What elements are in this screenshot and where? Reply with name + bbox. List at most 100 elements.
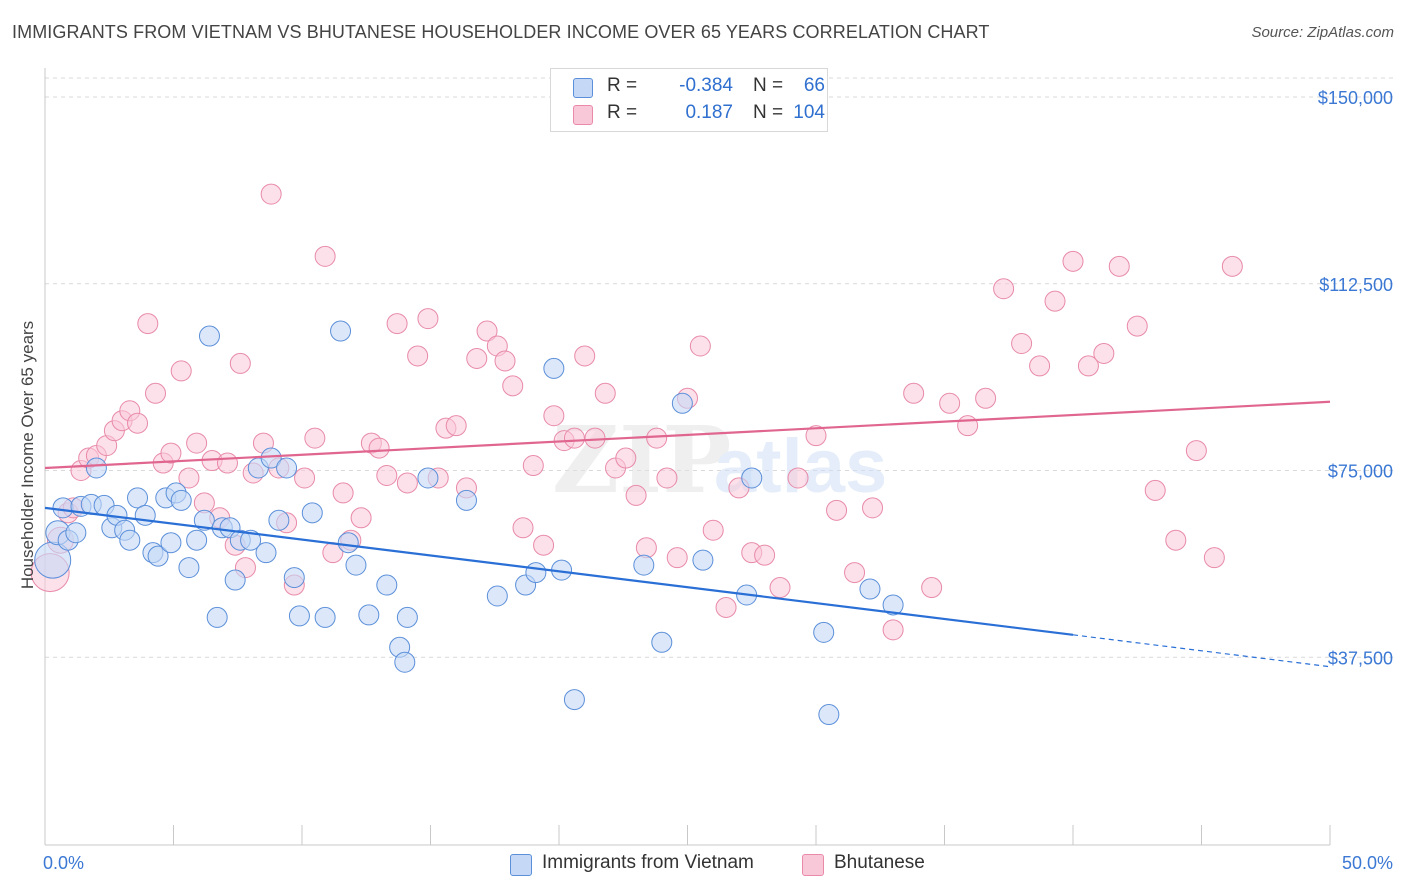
y-tick-label: $37,500	[1328, 648, 1393, 668]
bhutanese-point	[921, 577, 943, 599]
legend-n-value: 66	[803, 75, 825, 96]
bhutanese-point	[666, 547, 688, 569]
vietnam-point	[127, 487, 149, 509]
chart-source: Source: ZipAtlas.com	[1251, 24, 1394, 41]
bhutanese-point	[1203, 547, 1225, 569]
bhutanese-point	[512, 517, 534, 539]
bhutanese-point	[466, 347, 488, 369]
vietnam-point	[543, 357, 565, 379]
vietnam-point	[240, 529, 262, 551]
bhutanese-point	[939, 392, 961, 414]
bhutanese-point	[376, 464, 398, 486]
watermark: ZIP atlas	[552, 406, 887, 514]
bhutanese-point	[826, 499, 848, 521]
legend-r-label: R =	[607, 75, 638, 96]
vietnam-point	[818, 704, 840, 726]
x-tick-label: 0.0%	[43, 853, 84, 873]
vietnam-point	[283, 567, 305, 589]
bhutanese-point	[702, 519, 724, 541]
bhutanese-point	[445, 415, 467, 437]
bhutanese-point	[294, 467, 316, 489]
bhutanese-point	[368, 437, 390, 459]
bhutanese-point	[170, 360, 192, 382]
bhutanese-point	[563, 427, 585, 449]
bhutanese-point	[533, 534, 555, 556]
y-tick-label: $75,000	[1328, 462, 1393, 482]
legend-n-label: N =	[753, 102, 784, 123]
vietnam-point	[119, 529, 141, 551]
vietnam-point	[268, 509, 290, 531]
series-legend-label: Bhutanese	[834, 852, 925, 873]
bhutanese-point	[332, 482, 354, 504]
vietnam-point	[671, 392, 693, 414]
vietnam-point	[85, 457, 107, 479]
bhutanese-point	[957, 415, 979, 437]
bhutanese-point	[216, 452, 238, 474]
bhutanese-point	[543, 405, 565, 427]
axes	[44, 68, 1331, 846]
bhutanese-point	[229, 352, 251, 374]
bhutanese-point	[635, 537, 657, 559]
vietnam-point	[186, 529, 208, 551]
bhutanese-point	[615, 447, 637, 469]
bhutanese-point	[993, 278, 1015, 300]
tick-labels: $37,500 $75,000 $112,500 $150,000 0.0% 50.0%	[43, 88, 1393, 873]
bhutanese-point	[494, 350, 516, 372]
bhutanese-point	[903, 382, 925, 404]
vietnam-point	[198, 325, 220, 347]
vietnam-point	[563, 689, 585, 711]
bhutanese-point	[689, 335, 711, 357]
bhutanese-point	[805, 425, 827, 447]
vietnam-point	[741, 467, 763, 489]
vietnam-point	[486, 585, 508, 607]
bhutanese-point	[787, 467, 809, 489]
vietnam-point	[170, 489, 192, 511]
vietnam-point	[692, 549, 714, 571]
vietnam-swatch	[573, 78, 593, 98]
series-legend: Immigrants from Vietnam Bhutanese	[0, 852, 1406, 878]
vietnam-point	[260, 447, 282, 469]
vietnam-point	[358, 604, 380, 626]
vietnam-point	[134, 504, 156, 526]
vietnam-point	[178, 557, 200, 579]
bhutanese-point	[186, 432, 208, 454]
vietnam-point	[882, 594, 904, 616]
vietnam-trend-line	[44, 506, 1074, 636]
chart-title: IMMIGRANTS FROM VIETNAM VS BHUTANESE HOU…	[12, 22, 990, 42]
bhutanese-point	[350, 507, 372, 529]
bhutanese-point	[476, 320, 498, 342]
series-legend-label: Immigrants from Vietnam	[542, 852, 754, 873]
vietnam-point	[376, 574, 398, 596]
vietnam-point	[255, 542, 277, 564]
vietnam-point	[206, 606, 228, 628]
bhutanese-point	[396, 472, 418, 494]
bhutanese-trend-line	[44, 400, 1331, 470]
vietnam-point	[455, 489, 477, 511]
bhutanese-point	[754, 544, 776, 566]
bhutanese-point	[314, 245, 336, 267]
bhutanese-point	[407, 345, 429, 367]
bhutanese-point	[145, 382, 167, 404]
bhutanese-point	[502, 375, 524, 397]
bhutanese-point	[1044, 290, 1066, 312]
vietnam-point	[337, 532, 359, 554]
vietnam-point	[394, 651, 416, 673]
vietnam-point	[396, 606, 418, 628]
bhutanese-point	[574, 345, 596, 367]
y-axis-label: Householder Income Over 65 years	[18, 321, 37, 589]
vietnam-point	[633, 554, 655, 576]
bhutanese-point	[715, 596, 737, 618]
trend-lines	[44, 400, 1331, 668]
vietnam-point	[147, 545, 169, 567]
bhutanese-point	[1126, 315, 1148, 337]
bhutanese-point	[127, 412, 149, 434]
vietnam-point	[813, 621, 835, 643]
vietnam-point	[859, 578, 881, 600]
bhutanese-point	[1093, 342, 1115, 364]
bhutanese-point	[769, 577, 791, 599]
vietnam-point	[330, 320, 352, 342]
vietnam-point	[276, 457, 298, 479]
vietnam-point	[65, 522, 87, 544]
bhutanese-point	[260, 183, 282, 205]
